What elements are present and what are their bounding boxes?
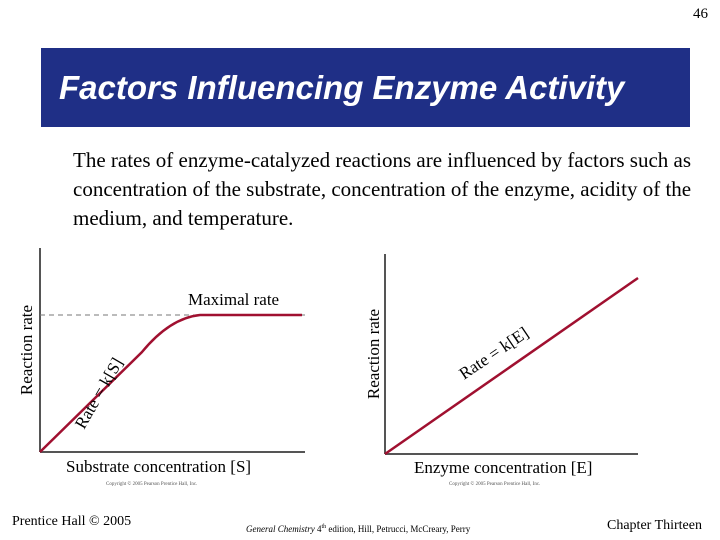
footer-citation: General Chemistry 4th edition, Hill, Pet… bbox=[246, 524, 470, 534]
book-title: General Chemistry bbox=[246, 524, 315, 534]
copyright-note: Copyright © 2005 Pearson Prentice Hall, … bbox=[106, 481, 197, 487]
y-axis-label: Reaction rate bbox=[364, 309, 383, 399]
maximal-rate-label: Maximal rate bbox=[188, 290, 279, 309]
edition-suffix: th bbox=[321, 524, 327, 530]
rate-eq-label: Rate = k[E] bbox=[456, 323, 532, 383]
y-axis-label: Reaction rate bbox=[17, 305, 36, 395]
slide-title: Factors Influencing Enzyme Activity bbox=[59, 68, 625, 106]
authors: edition, Hill, Petrucci, McCreary, Perry bbox=[326, 524, 471, 534]
copyright-note: Copyright © 2005 Pearson Prentice Hall, … bbox=[449, 481, 540, 487]
substrate-chart: Maximal rate Rate = k[S] Reaction rate S… bbox=[17, 248, 305, 487]
x-axis-label: Enzyme concentration [E] bbox=[414, 458, 592, 477]
x-axis-label: Substrate concentration [S] bbox=[66, 457, 251, 476]
enzyme-chart: Rate = k[E] Reaction rate Enzyme concent… bbox=[364, 254, 639, 487]
rate-eq-label: Rate = k[S] bbox=[71, 354, 127, 432]
page-number: 46 bbox=[693, 6, 708, 22]
title-bar: Factors Influencing Enzyme Activity bbox=[41, 48, 690, 127]
body-paragraph: The rates of enzyme-catalyzed reactions … bbox=[73, 148, 692, 230]
saturation-curve bbox=[39, 313, 302, 453]
footer-publisher: Prentice Hall © 2005 bbox=[12, 514, 132, 529]
linear-rate-line bbox=[384, 276, 639, 456]
footer-chapter: Chapter Thirteen bbox=[607, 518, 702, 533]
edition-number: 4 bbox=[317, 524, 322, 534]
